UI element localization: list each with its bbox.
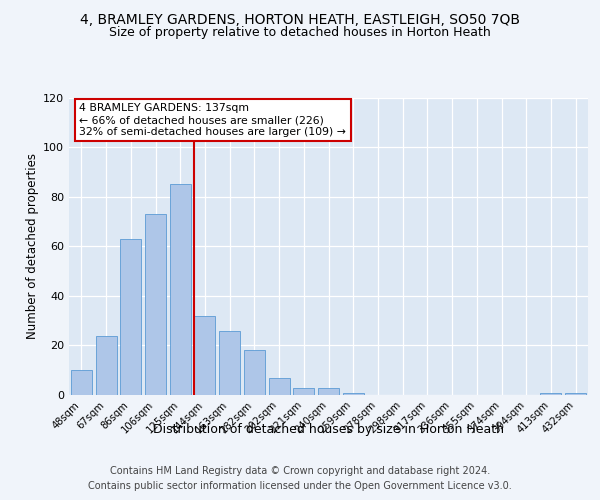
- Text: 4, BRAMLEY GARDENS, HORTON HEATH, EASTLEIGH, SO50 7QB: 4, BRAMLEY GARDENS, HORTON HEATH, EASTLE…: [80, 12, 520, 26]
- Y-axis label: Number of detached properties: Number of detached properties: [26, 153, 39, 340]
- Bar: [219, 330, 240, 395]
- Bar: [194, 316, 215, 395]
- Bar: [244, 350, 265, 395]
- Bar: [318, 388, 339, 395]
- Bar: [293, 388, 314, 395]
- Bar: [71, 370, 92, 395]
- Text: 4 BRAMLEY GARDENS: 137sqm
← 66% of detached houses are smaller (226)
32% of semi: 4 BRAMLEY GARDENS: 137sqm ← 66% of detac…: [79, 104, 346, 136]
- Bar: [343, 392, 364, 395]
- Bar: [95, 336, 116, 395]
- Bar: [120, 239, 141, 395]
- Bar: [145, 214, 166, 395]
- Text: Size of property relative to detached houses in Horton Heath: Size of property relative to detached ho…: [109, 26, 491, 39]
- Bar: [170, 184, 191, 395]
- Bar: [269, 378, 290, 395]
- Bar: [541, 392, 562, 395]
- Text: Contains HM Land Registry data © Crown copyright and database right 2024.
Contai: Contains HM Land Registry data © Crown c…: [88, 466, 512, 491]
- Text: Distribution of detached houses by size in Horton Heath: Distribution of detached houses by size …: [154, 422, 504, 436]
- Bar: [565, 392, 586, 395]
